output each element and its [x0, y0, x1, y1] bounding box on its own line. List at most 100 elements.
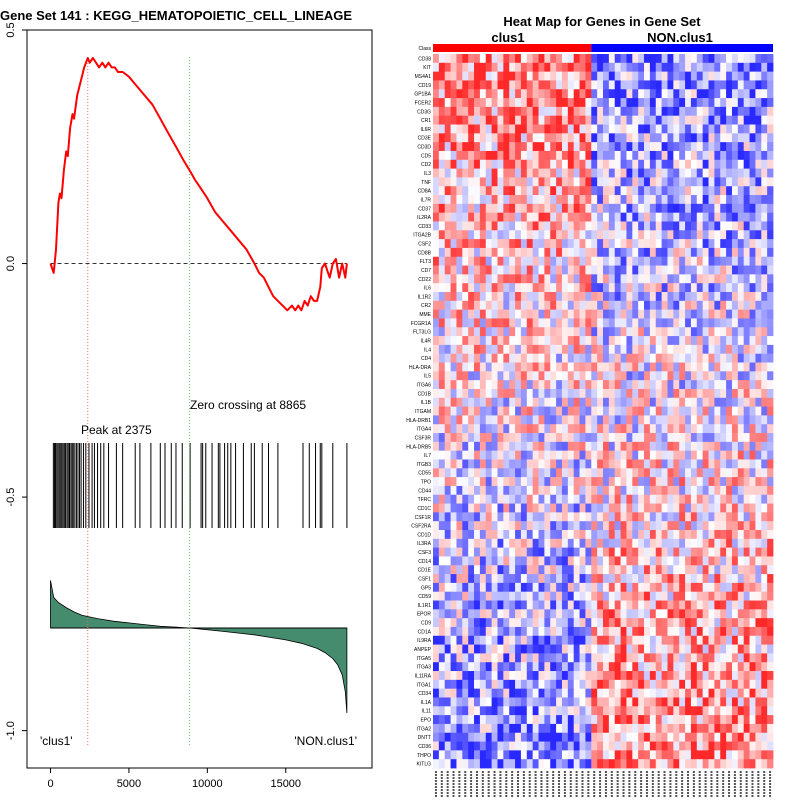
gene-label: IL1A [421, 700, 432, 706]
heatmap-cell [737, 195, 745, 205]
heatmap-cell [556, 441, 563, 452]
heatmap-cell [585, 221, 592, 231]
heatmap-cell [620, 653, 627, 663]
heatmap-cell [474, 274, 481, 284]
gene-label: CD8B [418, 250, 432, 256]
heatmap-cell [491, 406, 498, 416]
heatmap-cell [731, 203, 739, 214]
heatmap-cell [515, 662, 522, 672]
heatmap-cell [743, 142, 750, 152]
heatmap-cell [655, 106, 663, 117]
heatmap-cell [520, 485, 528, 496]
heatmap-cell [614, 177, 621, 187]
heatmap-cell [544, 115, 551, 125]
gene-label: IL6R [420, 127, 431, 133]
heatmap-cell [743, 239, 750, 249]
heatmap-cell [438, 538, 446, 549]
heatmap-cell [503, 371, 510, 381]
heatmap-cell [550, 292, 557, 302]
heatmap-cell [556, 265, 563, 275]
heatmap-cell [620, 600, 627, 610]
heatmap-cell [726, 759, 733, 769]
heatmap-cell [632, 732, 639, 742]
heatmap-cell [491, 80, 498, 90]
heatmap-cell [667, 98, 674, 108]
heatmap-cell [462, 574, 469, 584]
heatmap-cell [450, 530, 457, 540]
heatmap-cell [626, 98, 633, 108]
heatmap-cell [679, 406, 686, 416]
heatmap-cell [474, 388, 481, 399]
heatmap-cell [655, 565, 663, 575]
heatmap-cell [509, 565, 516, 575]
heatmap-cell [673, 741, 680, 751]
heatmap-cell [532, 300, 539, 311]
heatmap-cell [520, 635, 528, 645]
heatmap-cell [720, 344, 727, 355]
heatmap-cell [743, 494, 750, 504]
heatmap-cell [456, 732, 463, 742]
heatmap-cell [526, 186, 534, 196]
heatmap-cell [673, 635, 680, 645]
heatmap-cell [433, 759, 440, 769]
heatmap-cell [433, 397, 440, 407]
heatmap-cell [726, 662, 733, 672]
heatmap-cell [556, 644, 563, 654]
heatmap-cell [503, 715, 510, 725]
heatmap-cell [649, 741, 657, 751]
heatmap-cell [544, 697, 551, 707]
heatmap-cell [474, 565, 481, 575]
heatmap-cell [573, 538, 580, 549]
heatmap-cell [497, 741, 504, 751]
heatmap-cell [509, 133, 516, 143]
heatmap-cell [655, 538, 663, 549]
heatmap-cell [468, 177, 475, 187]
heatmap-cell [620, 679, 627, 690]
heatmap-cell [515, 300, 522, 311]
heatmap-cell [491, 300, 498, 311]
heatmap-cell [450, 362, 457, 372]
heatmap-cell [544, 124, 551, 134]
heatmap-cell [720, 71, 727, 81]
heatmap-cell [491, 318, 498, 328]
heatmap-cell [538, 697, 545, 707]
heatmap-cell [550, 679, 557, 690]
heatmap-cell [509, 318, 516, 328]
heatmap-cell [749, 212, 756, 222]
heatmap-cell [544, 283, 551, 293]
heatmap-cell [655, 98, 663, 108]
heatmap-cell [456, 265, 463, 275]
heatmap-cell [685, 89, 692, 99]
heatmap-cell [597, 371, 604, 381]
heatmap-cell [755, 177, 762, 187]
heatmap-cell [731, 344, 739, 355]
heatmap-cell [520, 582, 528, 593]
heatmap-cell [614, 644, 621, 654]
heatmap-cell [667, 106, 674, 117]
heatmap-cell [702, 424, 709, 434]
heatmap-cell [714, 309, 721, 319]
heatmap-cell [685, 247, 692, 258]
heatmap-cell [603, 388, 610, 399]
heatmap-cell [567, 133, 575, 143]
heatmap-cell [556, 371, 563, 381]
heatmap-cell [649, 459, 657, 469]
heatmap-cell [462, 609, 469, 619]
heatmap-cell [444, 433, 451, 443]
heatmap-cell [550, 247, 557, 258]
heatmap-cell [761, 388, 768, 399]
heatmap-cell [608, 142, 616, 152]
heatmap-cell [468, 556, 475, 566]
heatmap-cell [667, 142, 674, 152]
heatmap-cell [597, 212, 604, 222]
heatmap-cell [731, 565, 739, 575]
heatmap-cell [761, 688, 768, 698]
heatmap-cell [573, 327, 580, 337]
heatmap-cell [591, 459, 598, 469]
heatmap-cell [538, 336, 545, 346]
heatmap-cell [585, 626, 592, 637]
heatmap-cell [468, 706, 475, 716]
heatmap-cell [726, 723, 733, 734]
heatmap-cell [591, 671, 598, 681]
heatmap-cell [526, 256, 534, 266]
